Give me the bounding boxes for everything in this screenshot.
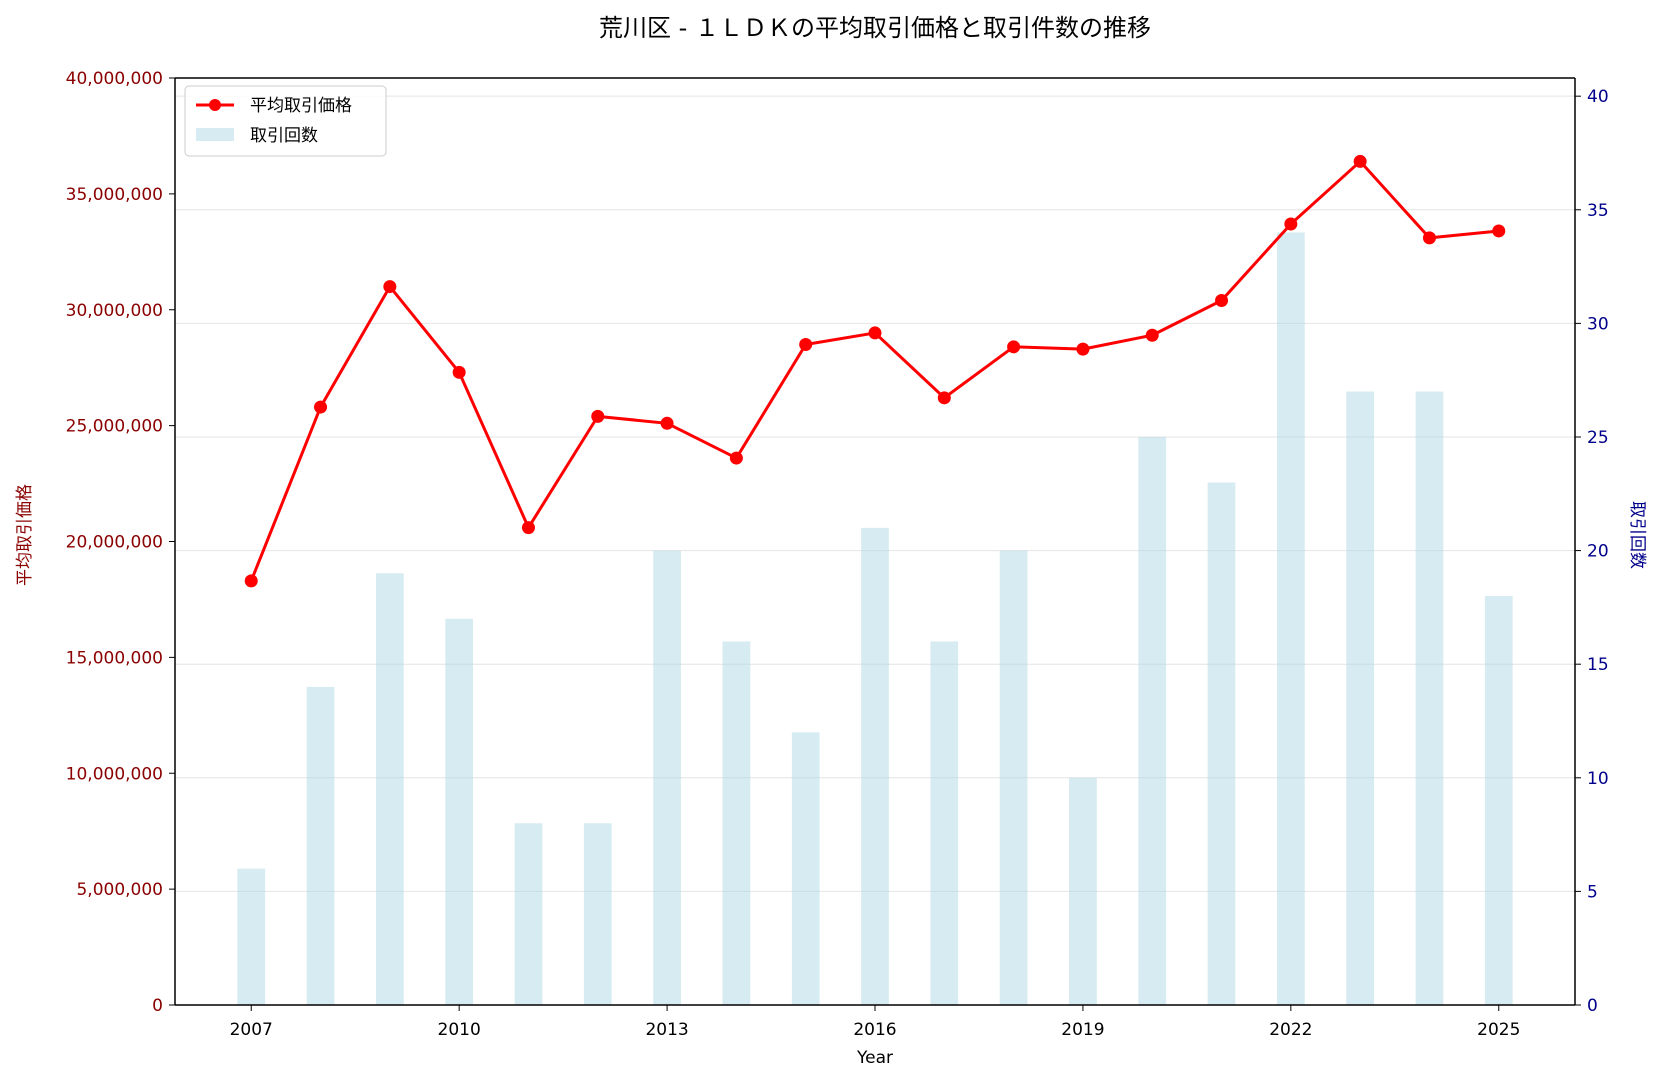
y-tick-label-left: 40,000,000 (66, 69, 163, 89)
x-tick-label: 2007 (230, 1020, 273, 1040)
y-tick-label-left: 25,000,000 (66, 417, 163, 437)
count-bar (1484, 596, 1513, 1005)
y-tick-label-right: 0 (1587, 996, 1598, 1016)
price-point (244, 574, 258, 588)
y-tick-label-right: 20 (1587, 542, 1609, 562)
count-bar (1138, 436, 1167, 1005)
price-point (1422, 231, 1436, 245)
count-bar (1415, 391, 1444, 1005)
count-bar (930, 641, 959, 1005)
y-tick-label-left: 20,000,000 (66, 533, 163, 553)
y-tick-label-left: 30,000,000 (66, 301, 163, 321)
count-bar (999, 550, 1028, 1005)
chart-title: 荒川区 - １ＬＤＫの平均取引価格と取引件数の推移 (599, 14, 1151, 42)
y-tick-label-right: 30 (1587, 314, 1609, 334)
price-point (452, 365, 466, 379)
x-tick-label: 2025 (1477, 1020, 1520, 1040)
y-tick-label-right: 5 (1587, 882, 1598, 902)
y-tick-label-left: 5,000,000 (76, 880, 163, 900)
x-tick-label: 2022 (1269, 1020, 1312, 1040)
y-tick-label-left: 0 (152, 996, 163, 1016)
y-tick-label-right: 10 (1587, 769, 1609, 789)
price-line (249, 159, 1499, 582)
price-point (1145, 328, 1159, 342)
line-layer (244, 154, 1506, 588)
legend-box (184, 85, 387, 157)
count-bar (791, 732, 820, 1005)
price-point (729, 451, 743, 465)
y-axis-label-left: 平均取引価格 (15, 484, 35, 586)
count-bar (514, 823, 543, 1005)
y-tick-label-left: 15,000,000 (66, 648, 163, 668)
price-point (1007, 340, 1021, 354)
legend-bar-swatch (196, 128, 234, 141)
count-bar (1346, 391, 1375, 1005)
price-point (660, 416, 674, 430)
legend-line-marker (209, 99, 221, 111)
count-bar (237, 868, 266, 1005)
price-point (383, 280, 397, 294)
count-bar (306, 686, 335, 1005)
price-point (314, 400, 328, 414)
x-axis-label: Year (856, 1048, 893, 1068)
y-tick-label-right: 15 (1587, 655, 1609, 675)
x-tick-label: 2016 (853, 1020, 896, 1040)
count-bar (861, 527, 889, 1005)
price-point (591, 409, 605, 423)
y-tick-label-right: 35 (1587, 201, 1609, 221)
y-tick-label-right: 40 (1587, 87, 1609, 107)
legend-label-price: 平均取引価格 (250, 96, 352, 116)
price-point (1492, 224, 1506, 238)
x-tick-label: 2013 (645, 1020, 688, 1040)
y-axis-label-right: 取引回数 (1627, 501, 1647, 569)
price-point (868, 326, 882, 340)
price-point (799, 338, 813, 352)
x-tick-label: 2019 (1061, 1020, 1104, 1040)
y-tick-label-left: 10,000,000 (66, 764, 163, 784)
price-point (1076, 342, 1090, 356)
price-point (937, 391, 951, 405)
y-tick-label-left: 35,000,000 (66, 185, 163, 205)
count-bar (1207, 482, 1236, 1005)
count-bar (653, 550, 681, 1005)
count-bar (1276, 232, 1305, 1005)
x-tick-label: 2010 (438, 1020, 481, 1040)
price-point (521, 521, 535, 535)
count-bar (445, 618, 474, 1005)
y-tick-label-right: 25 (1587, 428, 1609, 448)
axis-layer: 0 5,000,000 10,000,000 15,000,000 20,000,000… (66, 69, 1609, 1040)
legend: 平均取引価格 取引回数 (184, 85, 387, 157)
price-point (1353, 154, 1367, 168)
count-bar (722, 641, 751, 1005)
bar-layer (237, 232, 1513, 1005)
legend-label-count: 取引回数 (250, 126, 318, 146)
price-point (1215, 293, 1229, 307)
count-bar (375, 573, 404, 1005)
count-bar (583, 823, 612, 1005)
price-point (1284, 217, 1298, 231)
count-bar (1069, 777, 1097, 1005)
